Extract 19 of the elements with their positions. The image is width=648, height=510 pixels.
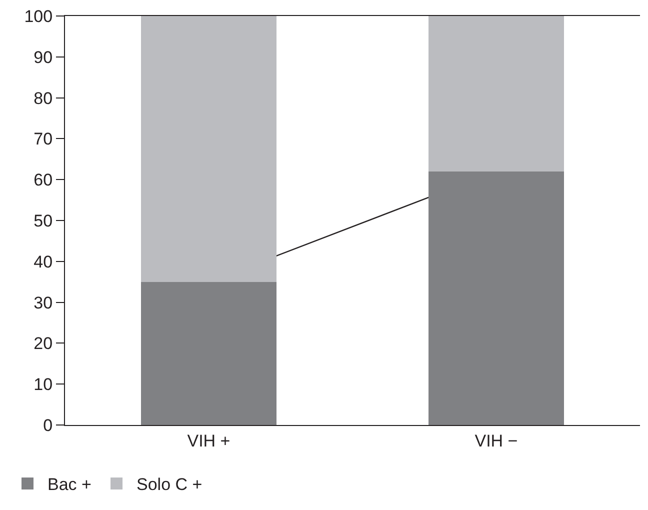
y-tick-label: 30 bbox=[34, 293, 53, 312]
y-tick-label: 10 bbox=[34, 375, 53, 394]
y-tick-label: 40 bbox=[34, 252, 53, 272]
y-tick-label: 20 bbox=[34, 334, 53, 354]
y-tick-label: 50 bbox=[34, 211, 53, 230]
x-tick-label: VIH − bbox=[474, 431, 518, 450]
legend-label: Solo C + bbox=[136, 475, 202, 494]
bar bbox=[141, 282, 276, 425]
bar bbox=[428, 171, 564, 425]
x-tick-label: VIH + bbox=[187, 431, 230, 450]
y-tick-label: 80 bbox=[34, 88, 53, 108]
y-tick-label: 90 bbox=[34, 48, 53, 67]
y-tick-label: 70 bbox=[34, 130, 53, 149]
legend-label: Bac + bbox=[48, 475, 92, 494]
bar bbox=[428, 16, 564, 172]
y-tick-label: 60 bbox=[34, 170, 53, 190]
y-tick-label: 100 bbox=[24, 6, 53, 26]
y-tick-label: 0 bbox=[43, 416, 53, 435]
bar bbox=[141, 16, 276, 282]
